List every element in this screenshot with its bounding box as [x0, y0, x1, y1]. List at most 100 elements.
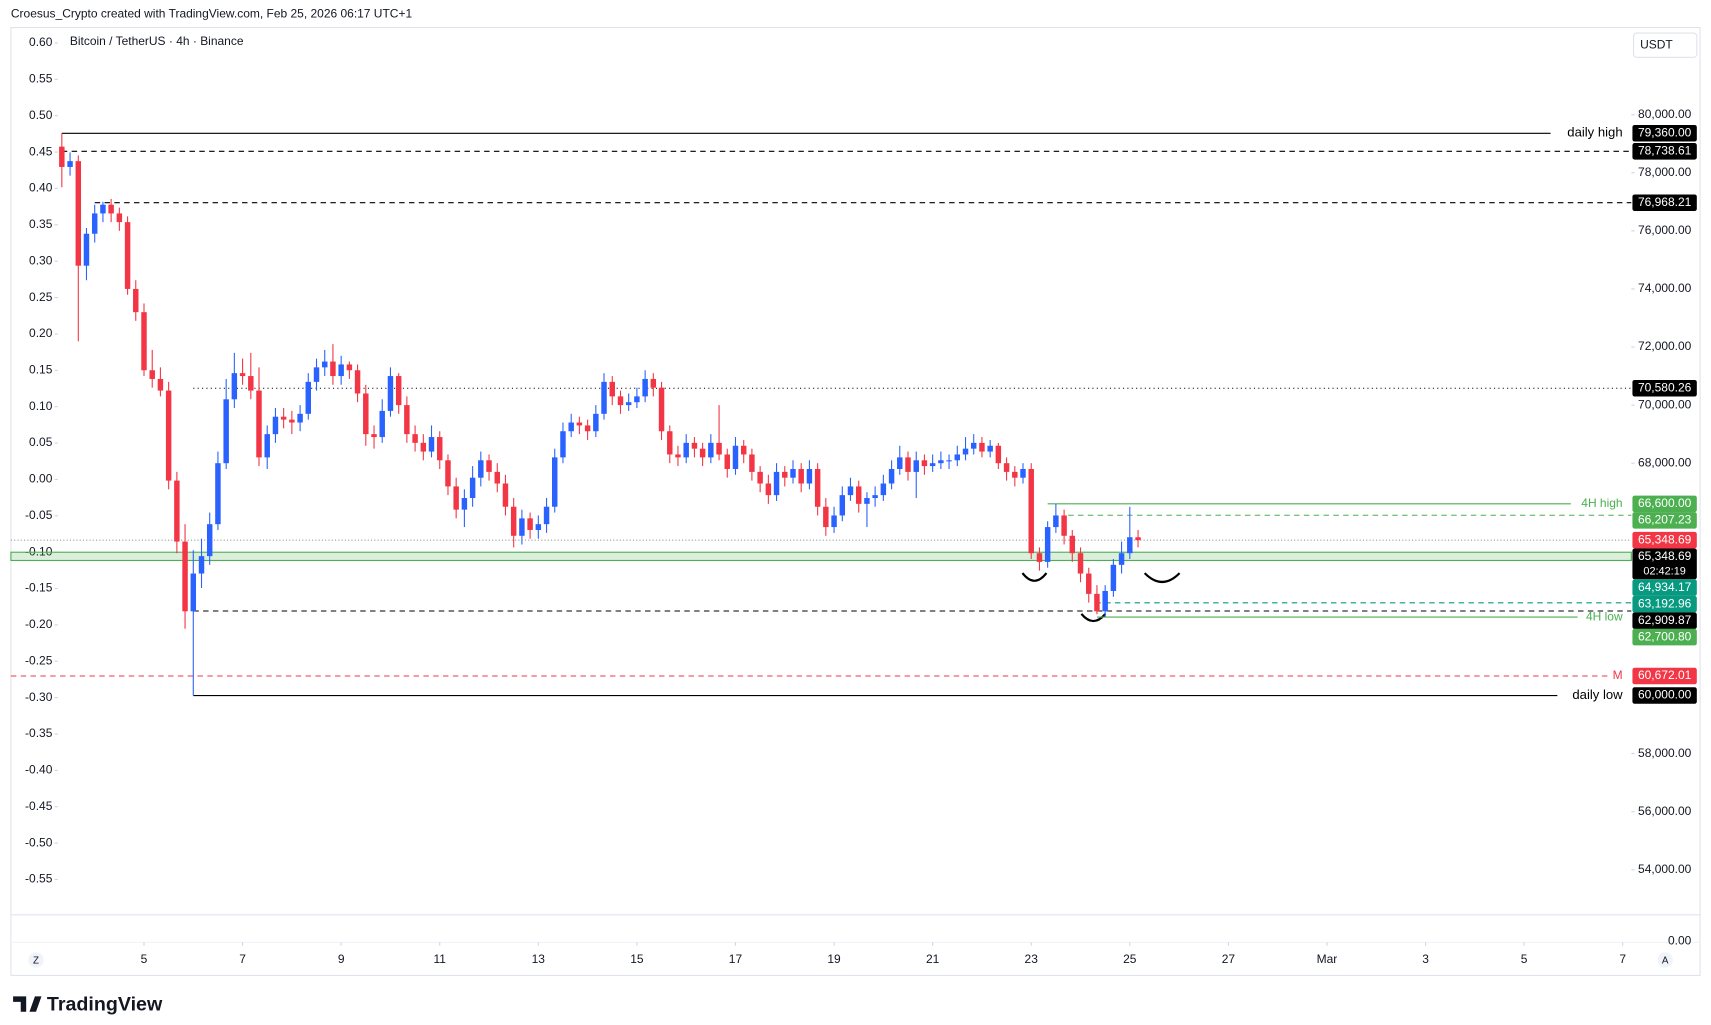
price-tag-label: 65,348.69	[1638, 549, 1692, 563]
candle-body	[83, 233, 90, 266]
candles	[59, 133, 1141, 696]
candle-body	[642, 378, 648, 397]
candle-body	[716, 442, 722, 455]
price-tag-label: 62,909.87	[1638, 613, 1692, 627]
candle-body	[560, 431, 566, 458]
y2-tick-label: -0.40	[25, 763, 53, 777]
candle-body	[404, 405, 410, 435]
arc	[1080, 613, 1107, 623]
price-tag	[1632, 612, 1697, 629]
candle-body	[141, 312, 147, 371]
x-tick-label: 11	[434, 952, 447, 966]
candle-body	[658, 387, 665, 432]
candle-body	[691, 442, 698, 449]
price-tag-label: 76,968.21	[1638, 195, 1692, 209]
candle-body	[453, 486, 459, 510]
candle-body	[699, 448, 706, 458]
candle-body	[116, 213, 123, 223]
candle-body	[215, 463, 221, 525]
arc	[1143, 572, 1181, 584]
z-button[interactable]	[28, 952, 44, 968]
price-tag	[1632, 628, 1697, 646]
candle-body	[182, 541, 188, 612]
candle-body	[782, 471, 788, 478]
z-button-label[interactable]: Z	[33, 956, 39, 967]
price-tag	[1632, 125, 1697, 142]
candle-body	[223, 399, 229, 464]
y-tick-label: 78,000.00	[1638, 165, 1692, 179]
candle-body	[946, 460, 952, 462]
level-text: 4H low	[1586, 609, 1623, 623]
y2-tick-label: -0.25	[25, 653, 53, 667]
price-tag-label: 65,348.69	[1638, 532, 1692, 546]
y2-tick-label: 0.50	[29, 108, 53, 122]
y-tick-label: 68,000.00	[1638, 455, 1692, 469]
x-tick-label: 7	[1619, 952, 1626, 966]
y2-tick-label: -0.10	[25, 544, 53, 558]
scale-button[interactable]	[1632, 32, 1698, 58]
x-tick-label: 27	[1222, 952, 1236, 966]
candle-body	[634, 396, 640, 403]
candle-body	[313, 367, 320, 382]
level-text: daily high	[1567, 125, 1622, 140]
candle-body	[108, 204, 114, 214]
candle-body	[395, 376, 402, 406]
level-text: M	[1613, 668, 1623, 682]
candle-body	[157, 378, 164, 391]
a-button[interactable]	[1657, 952, 1673, 968]
y2-tick-label: 0.20	[29, 326, 53, 340]
candle-body	[363, 393, 369, 435]
price-tag-label: 66,600.00	[1638, 496, 1692, 510]
y-tick-label: 76,000.00	[1638, 223, 1692, 237]
x-tick-label: 13	[532, 952, 546, 966]
candle-body	[535, 524, 542, 530]
y2-tick-label: -0.35	[25, 726, 53, 740]
candle-body	[1044, 527, 1051, 562]
candle-body	[494, 471, 500, 484]
price-tag-label: 78,738.61	[1638, 143, 1692, 157]
candle-body	[510, 506, 517, 536]
candle-body	[593, 413, 599, 432]
y-tick-label: 56,000.00	[1638, 804, 1692, 818]
y2-tick-label: -0.55	[25, 872, 53, 886]
candle-body	[461, 498, 468, 510]
x-tick-label: 5	[1521, 952, 1528, 966]
candle-body	[1053, 515, 1059, 528]
price-tag-label: 64,934.17	[1638, 580, 1692, 594]
candle-body	[814, 468, 821, 507]
candle-body	[675, 454, 681, 458]
y2-tick-label: 0.25	[29, 290, 53, 304]
y2-tick-label: -0.20	[25, 617, 53, 631]
scale-button-label[interactable]: USDT	[1640, 37, 1673, 51]
candle-body	[420, 442, 427, 452]
x-tick-label: 21	[926, 952, 940, 966]
candle-body	[387, 376, 394, 411]
price-tag	[1632, 143, 1697, 160]
price-tag-label: 62,700.80	[1638, 629, 1692, 643]
a-button-label[interactable]: A	[1662, 956, 1669, 967]
candle-body	[617, 396, 624, 406]
price-tag-label: 79,360.00	[1638, 125, 1692, 139]
candle-body	[346, 364, 353, 371]
candle-body	[897, 457, 903, 469]
candle-body	[609, 381, 615, 397]
x-tick-label: Mar	[1317, 952, 1338, 966]
candle-body	[519, 518, 525, 536]
x-tick-label: 25	[1123, 952, 1137, 966]
candle-body	[995, 445, 1002, 464]
candle-body	[280, 416, 287, 420]
candle-body	[256, 390, 262, 458]
candle-body	[708, 442, 714, 458]
price-tag-label: 63,192.96	[1638, 596, 1692, 610]
x-tick-label: 15	[630, 952, 644, 966]
candle-body	[905, 457, 911, 472]
price-tag	[1632, 531, 1697, 549]
price-tag-countdown: 02:42:19	[1643, 565, 1685, 577]
candle-body	[264, 434, 270, 458]
candle-body	[124, 222, 131, 289]
candle-body	[1061, 515, 1067, 536]
candle-body	[1036, 553, 1043, 562]
